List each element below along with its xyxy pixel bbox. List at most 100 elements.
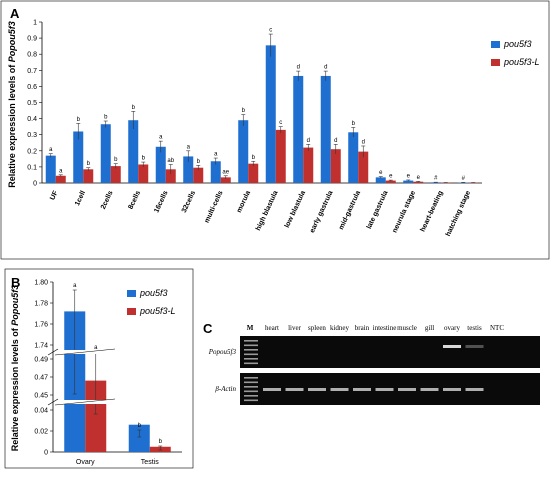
y-tick-label-a: 0.2 (27, 148, 37, 155)
x-tick-label-a: mid-gastrula (338, 190, 362, 231)
gel-row-label: β-Actin (214, 385, 236, 393)
chart-a: 0 0.1 0.2 0.3 0.4 0.5 0.6 0.7 0.8 0.9 1 Relative ex… (7, 20, 540, 238)
y-axis-label-a-text: Relative expression levels of (7, 62, 17, 188)
axis-break-line (54, 348, 116, 356)
significance-label-a: a (59, 168, 63, 174)
y-tick-label-b: 0.47 (34, 375, 48, 382)
ladder-band (244, 377, 258, 379)
y-axis-label-b: Relative expression levels of Popou5f3 (10, 285, 20, 452)
significance-label-a: # (434, 176, 438, 182)
significance-label-a: b (104, 115, 108, 121)
significance-label-b: b (159, 439, 163, 445)
significance-label-a: b (352, 121, 356, 127)
significance-label-a: d (334, 138, 337, 144)
bar-b (128, 424, 150, 452)
gel-row-background (240, 336, 540, 368)
gel-band (263, 388, 281, 391)
panel-b-label: B (11, 275, 20, 290)
significance-label-a: d (324, 65, 327, 71)
ladder-band (244, 390, 258, 393)
significance-label-a: a (49, 147, 53, 153)
bar-a (348, 132, 359, 183)
significance-label-b: a (73, 283, 77, 289)
gel-lane-label: NTC (490, 324, 504, 332)
panel-a-frame (0, 0, 550, 260)
significance-label-a: b (142, 156, 146, 162)
gel-band (353, 388, 371, 391)
significance-label-a: d (362, 139, 365, 145)
bar-a (83, 169, 94, 183)
ladder-band (244, 395, 258, 397)
significance-label-a: a (187, 144, 191, 150)
x-tick-label-a: multi-cells (204, 190, 225, 224)
ladder-band (244, 362, 258, 365)
significance-label-a: b (114, 157, 118, 163)
bar-a (138, 164, 149, 183)
x-tick-label-a: 8cells (127, 190, 142, 211)
bar-a (413, 181, 424, 183)
bar-a (430, 182, 441, 183)
legend-label-b: pou5f3-L (139, 306, 176, 316)
x-tick-label-a: morula (236, 190, 252, 214)
gel-band (420, 388, 439, 391)
bar-a (330, 149, 341, 183)
gel-lane-label: liver (288, 324, 301, 332)
x-tick-label-a: UF (49, 189, 60, 201)
gel-band (285, 388, 304, 391)
y-tick-label-a: 0.3 (27, 132, 37, 139)
significance-label-b: a (94, 345, 98, 351)
gel-band (308, 388, 326, 391)
ladder-band (244, 358, 258, 360)
x-tick-label-a: late gastrula (366, 190, 390, 230)
significance-label-a: b (87, 161, 91, 167)
bar-a (55, 175, 66, 183)
bar-b (85, 380, 107, 452)
x-tick-label-b: Testis (141, 459, 159, 466)
gel-marker-label: M (247, 324, 254, 332)
gel-lane-label: spleen (308, 324, 326, 332)
y-tick-label-b: 1.80 (34, 280, 48, 287)
y-tick-label-b: 0.02 (34, 429, 48, 436)
y-tick-label-b: 1.76 (34, 322, 48, 329)
significance-label-a: c (279, 120, 282, 126)
bar-a (358, 151, 369, 183)
y-tick-label-a: 0.6 (27, 84, 37, 91)
gel-band (465, 388, 484, 391)
y-tick-label-b: 0.49 (34, 357, 48, 364)
x-tick-label-a: low blastula (284, 190, 307, 229)
y-tick-label-a: 0.9 (27, 36, 37, 43)
bar-a (193, 167, 204, 183)
y-axis-label-b-gene: Popou5f3 (10, 285, 20, 326)
significance-label-a: ab (167, 158, 174, 164)
y-tick-label-b: 0 (44, 450, 48, 457)
gel-band (443, 388, 461, 391)
bar-a (45, 155, 56, 183)
bar-a (303, 147, 314, 183)
significance-label-a: d (297, 65, 300, 71)
y-tick-label-b: 1.74 (34, 343, 48, 350)
gel-band (330, 388, 349, 391)
ladder-band (244, 349, 258, 351)
gel-lane-label: brain (355, 324, 370, 332)
ladder-band (244, 344, 258, 347)
significance-label-a: e (389, 174, 393, 180)
significance-label-a: b (132, 105, 136, 111)
y-tick-label-a: 0.5 (27, 100, 37, 107)
bar-a (293, 75, 304, 183)
gel-band (443, 345, 461, 348)
gel-lane-label: gill (425, 324, 434, 332)
axis-break-mark (47, 348, 59, 356)
significance-label-a: ae (222, 169, 229, 175)
bar-a (110, 166, 121, 183)
gel-band (465, 345, 484, 348)
gel-lane-label: kidney (330, 324, 350, 332)
legend-label-a: pou5f3-L (503, 57, 540, 67)
bar-a (248, 163, 259, 183)
significance-label-a: e (379, 170, 383, 176)
bar-a (165, 169, 176, 183)
panel-c-label: C (203, 321, 213, 336)
significance-label-a: e (407, 173, 411, 179)
bar-a (320, 75, 331, 183)
bar-a (73, 131, 84, 183)
